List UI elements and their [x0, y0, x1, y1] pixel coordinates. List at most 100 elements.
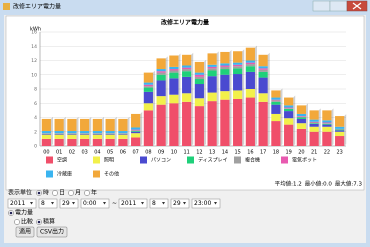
button[interactable]	[36, 226, 68, 238]
minimize-button[interactable]	[312, 0, 331, 12]
bar-segment	[131, 113, 141, 128]
bar-segment	[194, 84, 204, 99]
bar-segment	[271, 121, 281, 146]
bar-segment	[258, 77, 268, 94]
x-tick-label: 16	[247, 150, 253, 156]
maximize-button[interactable]	[329, 0, 348, 12]
bar-segment	[118, 138, 128, 146]
bar-segment	[258, 54, 268, 67]
date-select[interactable]	[38, 198, 58, 209]
bar-segment	[80, 138, 90, 146]
date-select-value: 0:00	[83, 200, 97, 207]
app-icon	[3, 3, 10, 10]
bar-segment	[258, 93, 268, 102]
bar-segment	[296, 128, 306, 146]
y-axis-label: kWh	[30, 27, 41, 33]
legend-swatch	[93, 170, 100, 178]
bar-segment	[335, 131, 345, 137]
x-tick-label: 01	[56, 150, 62, 156]
bar-segment	[169, 94, 179, 104]
bar-depth	[178, 53, 181, 147]
bar-segment	[67, 134, 77, 139]
bar-segment	[54, 138, 64, 146]
bar-depth	[344, 114, 347, 146]
bar-segment	[131, 131, 141, 134]
date-select[interactable]	[170, 198, 190, 209]
unit-radio[interactable]	[68, 190, 74, 196]
x-tick-label: 19	[285, 150, 291, 156]
bar-segment	[258, 66, 268, 69]
bar-depth	[89, 116, 92, 146]
button[interactable]	[15, 226, 35, 238]
unit-label: 月	[75, 190, 81, 197]
bar-segment	[143, 72, 153, 83]
select-arrow	[30, 202, 33, 205]
bar-segment	[271, 99, 281, 101]
legend-swatch	[234, 156, 241, 164]
bar-segment	[296, 116, 306, 118]
y-tick-label: 8	[34, 87, 37, 93]
bar-segment	[156, 96, 166, 105]
bar-depth	[229, 49, 232, 147]
bar-segment	[156, 71, 166, 73]
bar-segment	[233, 62, 243, 65]
y-tick-label: 16	[31, 30, 37, 36]
bar-depth	[114, 116, 117, 146]
legend-label: 電気ポット	[292, 157, 317, 164]
bar-segment	[296, 117, 306, 119]
bar-segment	[258, 71, 268, 78]
bar-segment	[322, 124, 332, 127]
x-tick-label: 22	[324, 150, 330, 156]
bar-segment	[296, 116, 306, 117]
bar-depth	[140, 111, 143, 146]
bar-segment	[156, 69, 166, 72]
bar-depth	[331, 108, 334, 146]
bar-segment	[41, 118, 51, 132]
bar-segment	[309, 110, 319, 120]
bar-segment	[182, 76, 192, 94]
date-select-value: 8	[41, 200, 45, 207]
bar-segment	[220, 51, 230, 64]
date-select[interactable]	[80, 198, 110, 209]
option-radio[interactable]	[14, 219, 20, 225]
unit-radio[interactable]	[52, 190, 58, 196]
option-radio-dot	[37, 220, 41, 224]
bar-depth	[267, 52, 270, 146]
date-select[interactable]	[118, 198, 148, 209]
bar-segment	[207, 68, 217, 71]
select-arrow	[72, 202, 75, 205]
bar-segment	[105, 138, 115, 146]
bar-segment	[41, 133, 51, 134]
date-select-value: 8	[152, 200, 156, 207]
bar-segment	[245, 62, 255, 65]
bar-segment	[207, 76, 217, 93]
bar-segment	[105, 133, 115, 134]
unit-radio[interactable]	[84, 190, 90, 196]
bar-segment	[284, 108, 294, 109]
bar-segment	[258, 68, 268, 70]
x-tick-label: 11	[183, 150, 189, 156]
bar-segment	[156, 74, 166, 81]
y-tick-label: 6	[34, 101, 37, 107]
bar-segment	[92, 133, 102, 135]
bar-segment	[67, 131, 77, 134]
bar-segment	[309, 122, 319, 124]
date-select[interactable]	[191, 198, 221, 209]
x-tick-label: 14	[222, 150, 228, 156]
x-tick-label: 03	[81, 150, 87, 156]
date-select[interactable]	[59, 198, 79, 209]
legend-label: 冷蔵庫	[57, 171, 72, 178]
bar-segment	[156, 80, 166, 97]
date-select[interactable]	[7, 198, 37, 209]
bar-segment	[131, 129, 141, 131]
x-tick-label: 13	[209, 150, 215, 156]
bar-segment	[80, 133, 90, 134]
bar-segment	[322, 123, 332, 125]
legend-swatch	[140, 156, 147, 164]
bar-segment	[335, 136, 345, 146]
date-select[interactable]	[149, 198, 169, 209]
bar-segment	[118, 133, 128, 134]
bar-segment	[322, 131, 332, 146]
bar-segment	[284, 97, 294, 106]
bar-segment	[118, 118, 128, 132]
